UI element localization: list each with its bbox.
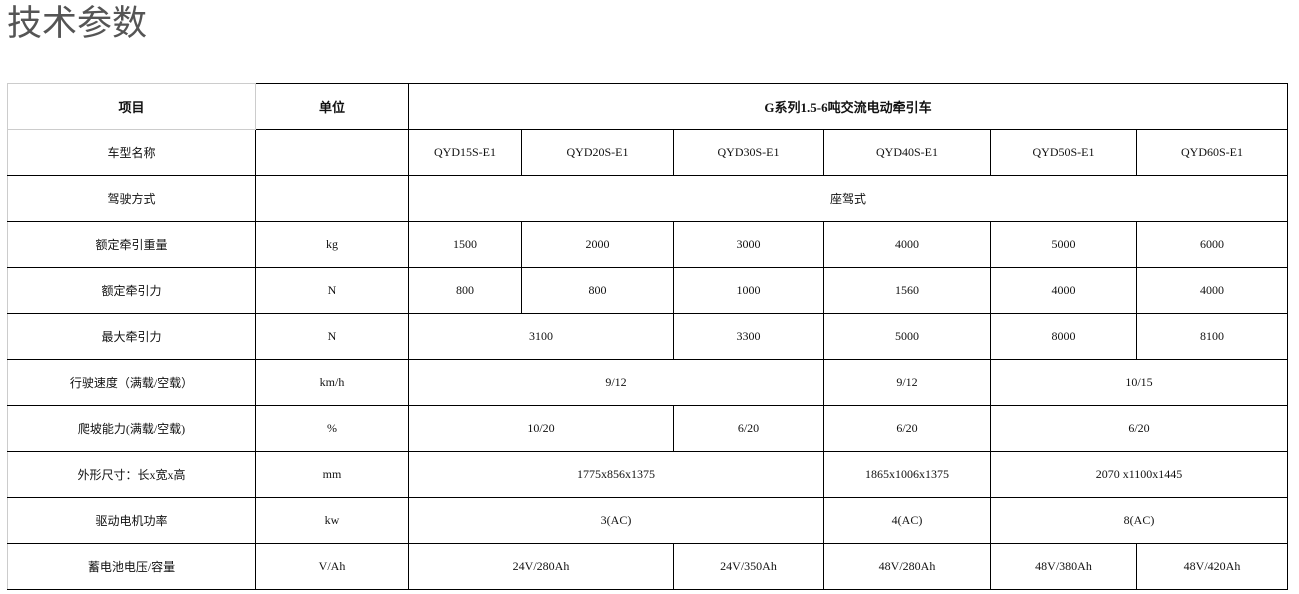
table-cell: 24V/350Ah: [673, 543, 824, 590]
table-cell: 1775x856x1375: [408, 451, 824, 498]
table-row: 爬坡能力(满载/空载)% 10/20 6/20 6/20 6/20: [7, 405, 1289, 452]
table-row: 外形尺寸：长x宽x高 mm 1775x856x1375 1865x1006x1375 2…: [7, 451, 1289, 498]
table-cell: 5000: [823, 313, 991, 360]
table-row: 车型名称 QYD15S-E1 QYD20S-E1 QYD30S-E1 QYD40S-E1…: [7, 129, 1289, 176]
row-label: 蓄电池电压/容量: [7, 543, 256, 590]
table-cell: 9/12: [408, 359, 824, 406]
table-cell: 2000: [521, 221, 674, 268]
table-cell: 1865x1006x1375: [823, 451, 991, 498]
table-cell: 1500: [408, 221, 522, 268]
table-row: 额定牵引重量 kg 1500 2000 3000 4000 5000 6000: [7, 221, 1289, 268]
table-cell: 5000: [990, 221, 1137, 268]
table-cell: 4000: [1135, 267, 1289, 314]
row-label: 行驶速度（满载/空载）: [7, 359, 256, 406]
table-cell: 10/15: [989, 359, 1289, 406]
table-cell: 3300: [673, 313, 824, 360]
table-cell: 10/20: [408, 405, 674, 452]
table-cell: QYD60S-E1: [1135, 129, 1289, 176]
table-cell: 800: [408, 267, 522, 314]
row-unit: V/Ah: [255, 543, 409, 590]
row-unit: [255, 175, 409, 222]
table-cell: 2070 x1100x1445: [989, 451, 1289, 498]
table-cell: QYD15S-E1: [408, 129, 522, 176]
table-cell: 48V/280Ah: [823, 543, 991, 590]
table-cell: 4(AC): [823, 497, 991, 544]
row-label: 最大牵引力: [7, 313, 256, 360]
row-label: 额定牵引重量: [7, 221, 256, 268]
table-cell: 8100: [1135, 313, 1289, 360]
row-label: 驱动电机功率: [7, 497, 256, 544]
table-cell: 4000: [823, 221, 991, 268]
table-row: 驾驶方式 座驾式: [7, 175, 1289, 222]
table-row: 驱动电机功率 kw 3(AC) 4(AC) 8(AC): [7, 497, 1289, 544]
table-row: 蓄电池电压/容量 V/Ah 24V/280Ah 24V/350Ah 48V/280Ah 4…: [7, 543, 1289, 590]
table-cell: 6/20: [823, 405, 991, 452]
table-cell: 6000: [1135, 221, 1289, 268]
table-cell: 9/12: [823, 359, 991, 406]
table-cell: 8000: [990, 313, 1137, 360]
header-series: G系列1.5-6吨交流电动牵引车: [407, 83, 1289, 130]
table-cell: 座驾式: [407, 175, 1289, 222]
table-header-row: 项目 单位 G系列1.5-6吨交流电动牵引车: [7, 83, 1289, 130]
table-row: 行驶速度（满载/空载） km/h 9/12 9/12 10/15: [7, 359, 1289, 406]
table-row: 最大牵引力 N 3100 3300 5000 8000 8100: [7, 313, 1289, 360]
row-label: 车型名称: [7, 129, 256, 176]
row-unit: kg: [255, 221, 409, 268]
table-cell: 4000: [990, 267, 1137, 314]
table-cell: QYD50S-E1: [990, 129, 1137, 176]
table-cell: 1560: [823, 267, 991, 314]
spec-table: 项目 单位 G系列1.5-6吨交流电动牵引车 车型名称 QYD15S-E1 QYD2…: [7, 83, 1289, 590]
row-label: 外形尺寸：长x宽x高: [7, 451, 256, 498]
table-cell: 24V/280Ah: [408, 543, 674, 590]
row-unit: km/h: [255, 359, 409, 406]
row-unit: N: [255, 313, 409, 360]
table-cell: 800: [521, 267, 674, 314]
row-unit: [255, 129, 409, 176]
row-unit: mm: [255, 451, 409, 498]
table-cell: 6/20: [673, 405, 824, 452]
row-label: 额定牵引力: [7, 267, 256, 314]
table-cell: QYD40S-E1: [823, 129, 991, 176]
table-cell: QYD30S-E1: [673, 129, 824, 176]
page-title: 技术参数: [7, 4, 148, 44]
table-cell: 3(AC): [408, 497, 824, 544]
table-cell: 1000: [673, 267, 824, 314]
row-label: 驾驶方式: [7, 175, 256, 222]
table-row: 额定牵引力 N 800 800 1000 1560 4000 4000: [7, 267, 1289, 314]
row-unit: kw: [255, 497, 409, 544]
table-cell: 48V/420Ah: [1135, 543, 1289, 590]
table-cell: 3100: [408, 313, 674, 360]
table-cell: 48V/380Ah: [990, 543, 1137, 590]
row-unit: N: [255, 267, 409, 314]
table-cell: 8(AC): [989, 497, 1289, 544]
row-label: 爬坡能力(满载/空载): [7, 405, 256, 452]
header-unit: 单位: [255, 83, 409, 130]
table-cell: 6/20: [989, 405, 1289, 452]
table-cell: 3000: [673, 221, 824, 268]
row-unit: %: [255, 405, 409, 452]
table-cell: QYD20S-E1: [521, 129, 674, 176]
header-item: 项目: [7, 83, 256, 130]
